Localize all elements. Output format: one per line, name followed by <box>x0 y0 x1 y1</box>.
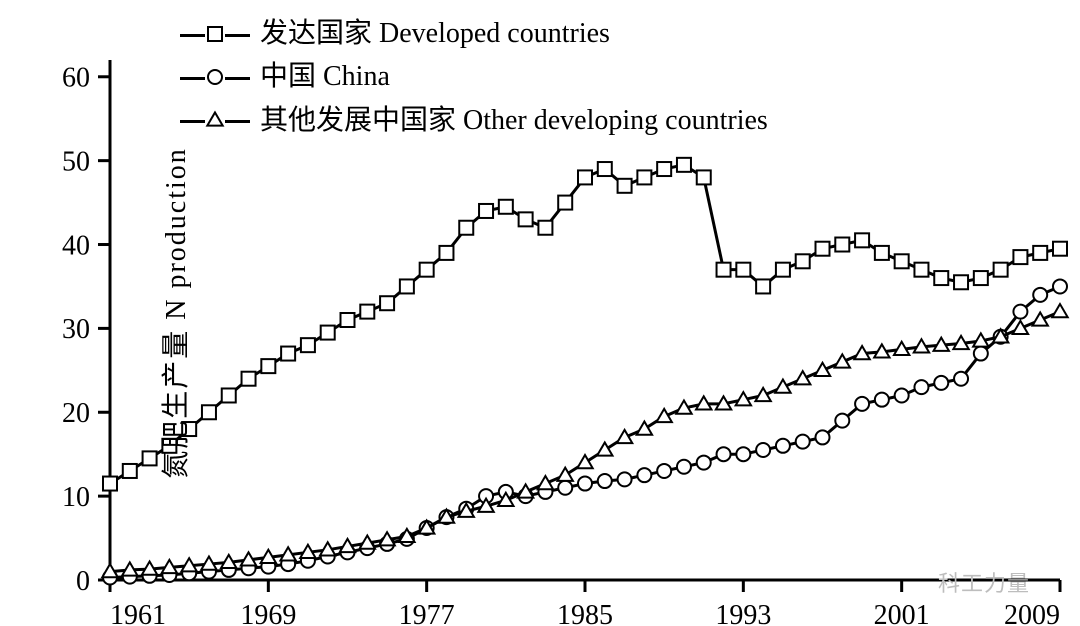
series-other_developing <box>102 304 1067 577</box>
legend-label: 发达国家 Developed countries <box>260 12 610 55</box>
svg-text:40: 40 <box>62 230 90 261</box>
legend-item: 其他发展中国家 Other developing countries <box>180 99 768 142</box>
svg-text:1961: 1961 <box>110 600 166 626</box>
legend-item: 中国 China <box>180 55 768 98</box>
svg-text:1977: 1977 <box>399 600 455 626</box>
legend-label: 其他发展中国家 Other developing countries <box>260 99 768 142</box>
series-developed <box>103 158 1067 491</box>
svg-text:30: 30 <box>62 314 90 345</box>
legend-label: 中国 China <box>260 55 390 98</box>
svg-text:0: 0 <box>76 566 90 597</box>
svg-text:1969: 1969 <box>240 600 296 626</box>
svg-text:20: 20 <box>62 398 90 429</box>
svg-text:2009: 2009 <box>1004 600 1060 626</box>
square-marker-icon <box>180 20 250 48</box>
legend: 发达国家 Developed countries中国 China其他发展中国家 … <box>180 12 768 142</box>
svg-text:1985: 1985 <box>557 600 613 626</box>
svg-text:2001: 2001 <box>874 600 930 626</box>
y-axis-label: 氮肥生产量 N production <box>154 147 194 479</box>
series-china <box>103 279 1067 584</box>
circle-marker-icon <box>180 63 250 91</box>
svg-text:10: 10 <box>62 482 90 513</box>
svg-text:60: 60 <box>62 63 90 94</box>
chart-container: 氮肥生产量 N production 发达国家 Developed countr… <box>0 0 1080 626</box>
svg-text:1993: 1993 <box>715 600 771 626</box>
legend-item: 发达国家 Developed countries <box>180 12 768 55</box>
svg-text:50: 50 <box>62 146 90 177</box>
triangle-marker-icon <box>180 106 250 134</box>
